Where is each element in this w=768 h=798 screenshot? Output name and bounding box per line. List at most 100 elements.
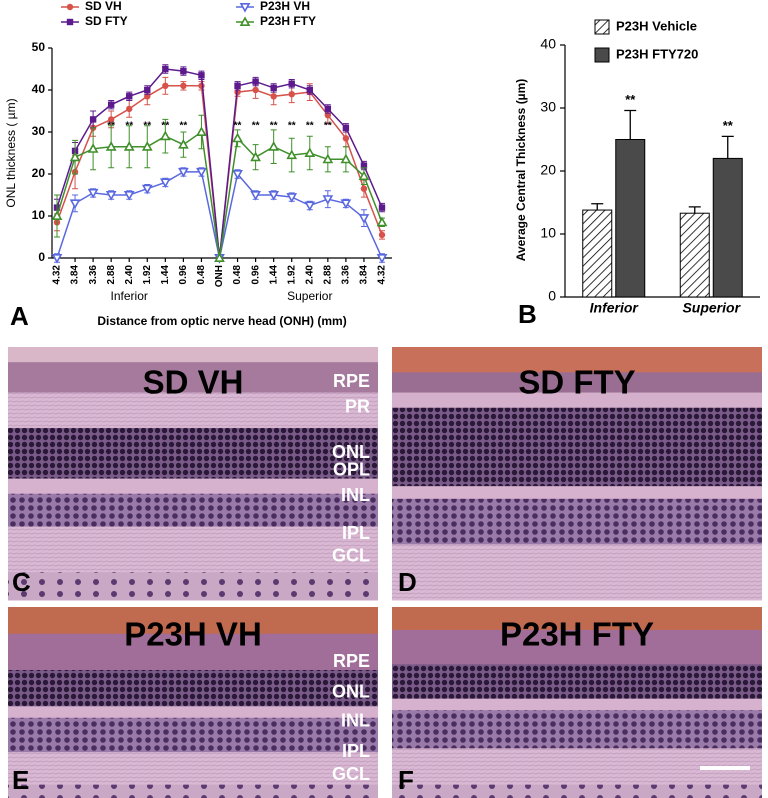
x-tick-label: 2.88 <box>106 265 117 285</box>
marker <box>286 149 298 160</box>
tissue-layer <box>392 544 762 601</box>
x-tick-label: 1.44 <box>160 265 171 285</box>
marker <box>239 2 251 13</box>
marker <box>162 65 169 73</box>
tissue-layer <box>8 784 378 798</box>
x-tick-label: 3.36 <box>88 265 99 285</box>
marker <box>358 170 370 181</box>
marker <box>270 84 277 92</box>
x-tick-label: 4.32 <box>52 265 63 285</box>
marker <box>87 188 99 199</box>
tissue-layer <box>392 784 762 798</box>
tissue-layer <box>392 664 762 700</box>
marker <box>304 201 316 212</box>
marker <box>51 254 63 264</box>
tissue-layer <box>392 486 762 500</box>
marker <box>378 231 386 239</box>
marker <box>342 135 350 142</box>
marker <box>123 141 135 151</box>
layer-label: IPL <box>342 741 370 761</box>
layer-label: PR <box>345 396 370 416</box>
layer-label: ONL <box>332 682 370 702</box>
series-line <box>56 68 383 259</box>
layer-label: IPL <box>342 523 370 543</box>
significance-label: ** <box>324 120 332 131</box>
marker <box>322 153 334 164</box>
layer-label: OPL <box>333 460 370 480</box>
tissue-layer <box>8 717 378 753</box>
tissue-layer <box>8 670 378 707</box>
tissue-layer <box>8 392 378 429</box>
y-tick-label: 30 <box>540 99 556 115</box>
chart-b: 0 10 20 30 40 Average Central Thickness (µm) I… <box>514 18 760 316</box>
panel-letter: E <box>12 765 29 795</box>
tissue-layer <box>8 526 378 573</box>
layer-label: RPE <box>333 651 370 671</box>
tissue-layer <box>392 347 762 373</box>
tissue-layer <box>8 706 378 719</box>
tissue-layer <box>8 633 378 671</box>
legend-label: P23H FTY <box>260 14 316 28</box>
x-tick-label: 1.44 <box>268 265 279 285</box>
marker <box>358 214 370 224</box>
panel-letter: D <box>398 567 417 597</box>
marker <box>360 162 368 169</box>
legend-label: SD VH <box>85 0 122 13</box>
tissue-layer <box>392 607 762 631</box>
x-tick-label: 2.88 <box>322 265 333 285</box>
tissue-layer <box>8 752 378 786</box>
bar <box>679 212 710 298</box>
y-tick-label: 10 <box>540 225 556 241</box>
legend-label: P23H FTY720 <box>616 46 698 61</box>
marker <box>51 210 63 220</box>
marker <box>268 191 280 201</box>
marker <box>214 252 225 263</box>
marker <box>198 72 205 79</box>
marker <box>178 167 189 178</box>
tissue-layer <box>392 710 762 749</box>
significance-label: ** <box>306 120 314 131</box>
y-tick-label: 20 <box>540 162 556 178</box>
marker <box>126 105 133 113</box>
marker <box>180 82 187 90</box>
marker <box>270 93 277 100</box>
marker <box>268 141 280 151</box>
error-bar <box>721 135 734 159</box>
marker <box>340 153 352 164</box>
marker <box>107 101 115 108</box>
significance-label: ** <box>723 118 734 133</box>
significance-label: ** <box>252 120 260 131</box>
marker <box>239 16 251 27</box>
significance-label: ** <box>143 120 151 131</box>
y-tick-label: 0 <box>38 250 45 264</box>
layer-label: GCL <box>332 546 370 566</box>
marker <box>288 80 295 87</box>
tissue-layer <box>392 698 762 711</box>
marker <box>250 151 261 162</box>
significance-label: ** <box>288 120 296 131</box>
marker <box>105 191 117 201</box>
marker <box>144 93 151 100</box>
legend-label: SD FTY <box>85 14 128 28</box>
image-title: P23H VH <box>124 616 262 653</box>
marker <box>234 82 241 89</box>
marker <box>304 147 316 157</box>
legend-label: P23H VH <box>260 0 310 13</box>
chart-a: 0 10 20 30 40 50 4.32 3.84 3.36 2.88 2.40 1.92 1.44 0… <box>4 0 392 328</box>
x-tick-label: 3.84 <box>359 265 370 285</box>
marker <box>342 124 350 131</box>
x-tick-label: 3.36 <box>341 265 352 285</box>
layer-label: INL <box>341 485 370 505</box>
error-bar <box>591 203 604 211</box>
y-tick-label: 50 <box>32 40 46 54</box>
marker <box>178 138 189 149</box>
x-tick-label: 2.40 <box>124 265 135 285</box>
y-tick-label: 30 <box>32 124 46 138</box>
marker <box>123 191 135 201</box>
legend-swatch <box>594 19 610 35</box>
x-tick-label: 0.48 <box>232 265 243 285</box>
y-tick-label: 40 <box>540 36 556 52</box>
marker <box>250 191 261 201</box>
